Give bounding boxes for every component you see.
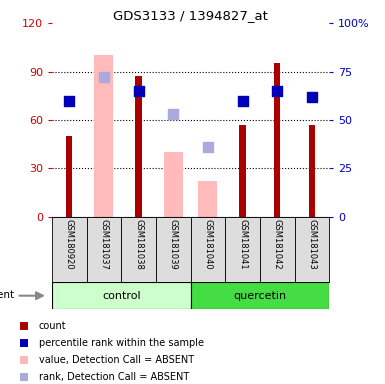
- Point: [170, 111, 176, 117]
- Text: value, Detection Call = ABSENT: value, Detection Call = ABSENT: [38, 355, 194, 365]
- Text: GSM181042: GSM181042: [273, 219, 282, 270]
- Text: GSM181041: GSM181041: [238, 219, 247, 270]
- Point: [101, 74, 107, 80]
- Text: percentile rank within the sample: percentile rank within the sample: [38, 338, 204, 348]
- Bar: [295, 217, 329, 282]
- Point: [136, 88, 142, 94]
- Text: count: count: [38, 321, 66, 331]
- Bar: [121, 217, 156, 282]
- Title: GDS3133 / 1394827_at: GDS3133 / 1394827_at: [113, 9, 268, 22]
- Bar: [164, 152, 183, 217]
- Bar: [52, 282, 191, 309]
- Text: GSM181040: GSM181040: [203, 219, 213, 270]
- Bar: [94, 55, 114, 217]
- Point: [66, 98, 72, 104]
- Bar: [225, 217, 260, 282]
- Point: [309, 94, 315, 100]
- Bar: [191, 217, 225, 282]
- Bar: [87, 217, 121, 282]
- Text: GSM181038: GSM181038: [134, 219, 143, 270]
- Bar: [156, 217, 191, 282]
- Bar: [136, 76, 142, 217]
- Bar: [198, 181, 218, 217]
- Point: [239, 98, 246, 104]
- Bar: [239, 125, 246, 217]
- Bar: [52, 217, 87, 282]
- Text: GSM181043: GSM181043: [307, 219, 316, 270]
- Text: GSM181037: GSM181037: [99, 219, 109, 270]
- Bar: [274, 63, 280, 217]
- Bar: [191, 282, 329, 309]
- Bar: [260, 217, 295, 282]
- Point: [205, 144, 211, 150]
- Bar: [309, 125, 315, 217]
- Point: [273, 281, 279, 287]
- Text: GSM180920: GSM180920: [65, 219, 74, 270]
- Text: GSM181039: GSM181039: [169, 219, 178, 270]
- Bar: [66, 136, 72, 217]
- Point: [273, 126, 279, 132]
- Text: rank, Detection Call = ABSENT: rank, Detection Call = ABSENT: [38, 372, 189, 382]
- Text: agent: agent: [0, 290, 15, 300]
- Text: control: control: [102, 291, 141, 301]
- Point: [274, 88, 280, 94]
- Text: quercetin: quercetin: [233, 291, 286, 301]
